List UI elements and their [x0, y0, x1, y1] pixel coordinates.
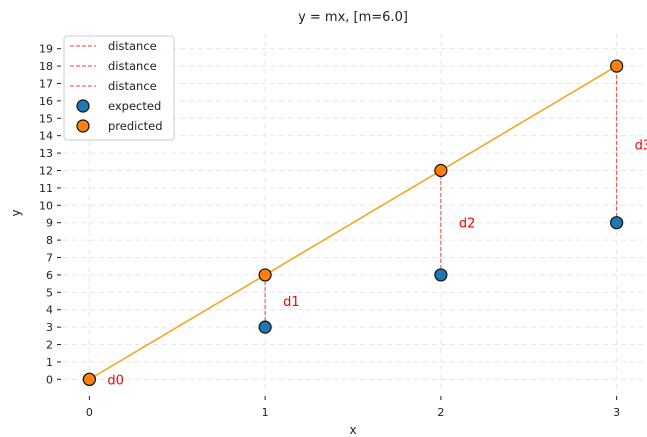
x-tick-label: 3	[613, 406, 620, 419]
legend-label: distance	[108, 39, 157, 53]
fit-line	[88, 65, 618, 381]
distance-annotation: d0	[107, 373, 124, 388]
predicted-point	[434, 163, 448, 178]
predicted-point	[258, 268, 272, 282]
distance-lines	[264, 66, 618, 328]
expected-point	[434, 268, 448, 282]
predicted-point	[610, 59, 624, 73]
distance-annotation: d2	[459, 217, 476, 232]
y-tick-label: 10	[39, 199, 53, 212]
x-tick-label: 1	[262, 406, 269, 419]
y-tick-label: 4	[46, 304, 53, 317]
legend-label: distance	[108, 59, 157, 73]
x-axis-ticks: 0 1 2 3	[86, 396, 620, 419]
expected-point	[610, 216, 624, 230]
x-axis-label: x	[349, 423, 356, 437]
y-tick-label: 11	[39, 182, 53, 195]
y-tick-label: 1	[46, 356, 53, 369]
y-tick-label: 15	[39, 112, 53, 125]
y-tick-label: 9	[46, 217, 53, 230]
y-tick-label: 16	[39, 95, 53, 108]
distance-annotation: d1	[283, 295, 300, 310]
legend-label: expected	[108, 99, 161, 113]
y-tick-label: 3	[46, 321, 53, 334]
y-tick-label: 17	[39, 77, 53, 90]
y-tick-label: 0	[46, 373, 53, 386]
distance-annotation: d3	[635, 138, 647, 153]
predicted-point	[82, 372, 96, 386]
y-tick-label: 13	[39, 147, 53, 160]
y-axis-label: y	[9, 209, 23, 216]
legend-marker-swatch	[76, 99, 90, 113]
annotations: d0 d1 d2 d3	[107, 138, 647, 388]
legend-marker-swatch	[76, 119, 90, 133]
chart-title: y = mx, [m=6.0]	[298, 10, 408, 25]
y-tick-label: 12	[39, 164, 53, 177]
y-tick-label: 19	[39, 43, 53, 56]
legend-label: distance	[108, 79, 157, 93]
y-tick-label: 14	[39, 130, 53, 143]
expected-point	[258, 320, 272, 334]
legend-label: predicted	[108, 119, 163, 133]
y-tick-label: 7	[46, 252, 53, 265]
y-tick-label: 2	[46, 339, 53, 352]
y-tick-label: 8	[46, 234, 53, 247]
y-tick-label: 5	[46, 286, 53, 299]
fit-line	[88, 65, 618, 381]
y-tick-label: 6	[46, 269, 53, 282]
data-points	[82, 59, 624, 386]
x-tick-label: 0	[86, 406, 93, 419]
legend: distance distance distance expected predicte…	[63, 35, 175, 141]
legend-frame	[63, 35, 175, 141]
x-tick-label: 2	[437, 406, 444, 419]
y-tick-label: 18	[39, 60, 53, 73]
